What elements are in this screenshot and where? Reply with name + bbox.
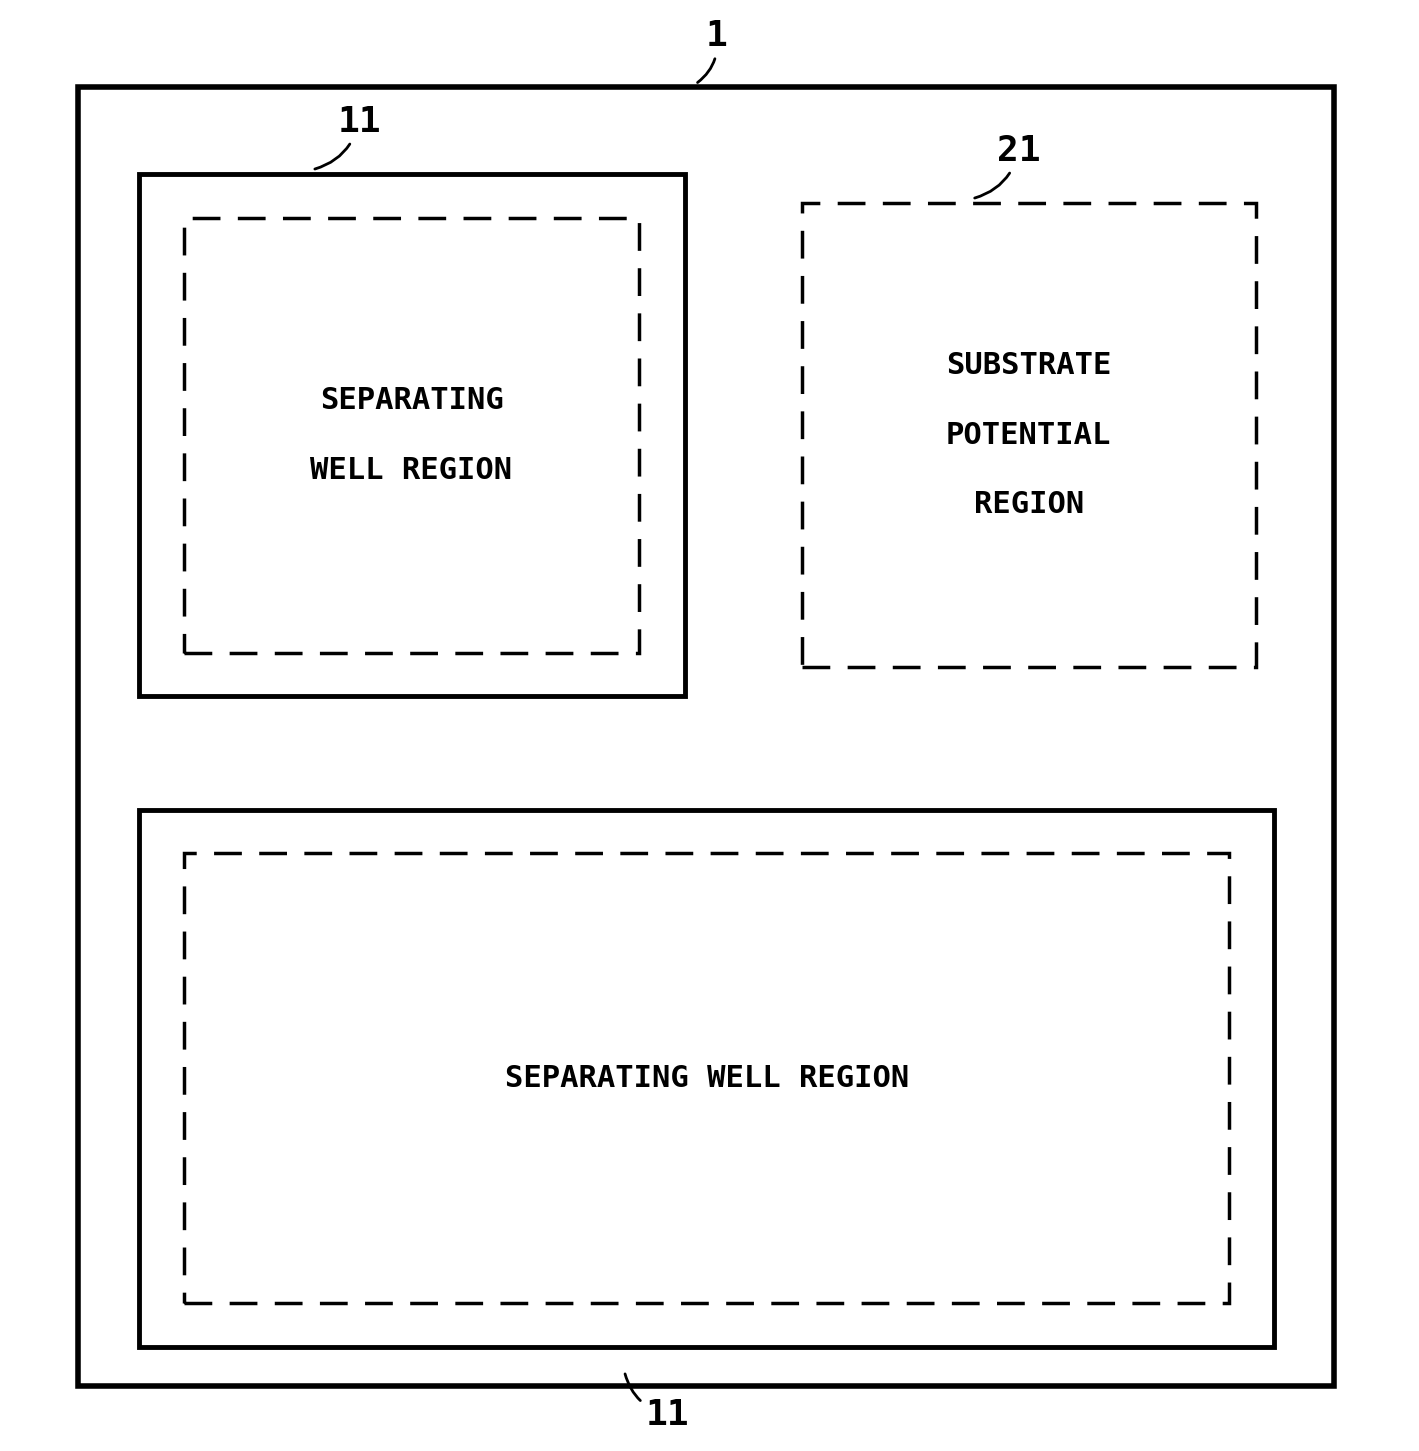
Text: WELL REGION: WELL REGION bbox=[311, 456, 512, 485]
Bar bbox=[184, 853, 1229, 1303]
Bar bbox=[802, 203, 1256, 667]
Bar bbox=[184, 218, 639, 653]
Text: 1: 1 bbox=[698, 19, 728, 83]
Text: SEPARATING: SEPARATING bbox=[319, 386, 504, 415]
Text: SEPARATING WELL REGION: SEPARATING WELL REGION bbox=[505, 1064, 908, 1093]
Text: 11: 11 bbox=[315, 104, 380, 168]
Text: 11: 11 bbox=[624, 1374, 688, 1432]
Bar bbox=[139, 810, 1274, 1347]
Bar bbox=[78, 87, 1334, 1386]
Text: POTENTIAL: POTENTIAL bbox=[946, 421, 1111, 450]
Text: 21: 21 bbox=[975, 133, 1040, 197]
Text: SUBSTRATE: SUBSTRATE bbox=[946, 351, 1111, 380]
Bar bbox=[139, 174, 685, 696]
Text: REGION: REGION bbox=[973, 490, 1084, 519]
